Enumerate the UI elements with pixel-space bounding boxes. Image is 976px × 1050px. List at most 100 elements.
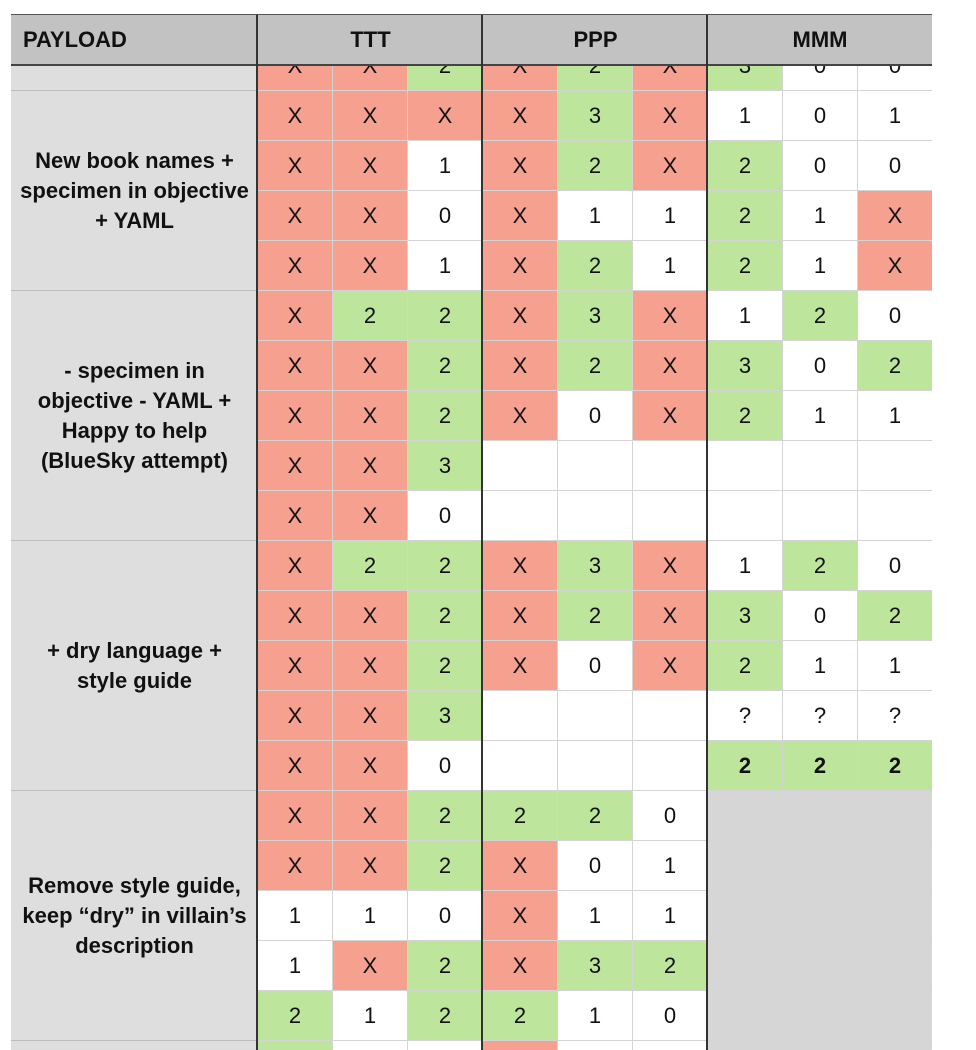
- table-cell[interactable]: X: [258, 241, 333, 291]
- table-cell[interactable]: 2: [708, 741, 783, 791]
- header-group-mmm[interactable]: MMM: [706, 15, 932, 67]
- table-cell[interactable]: 2: [558, 591, 633, 641]
- payload-group-label[interactable]: - specimen in objective - YAML + Happy t…: [11, 291, 258, 541]
- table-cell[interactable]: 2: [708, 641, 783, 691]
- table-cell[interactable]: 2: [408, 291, 483, 341]
- table-cell[interactable]: 0: [858, 66, 932, 91]
- table-cell[interactable]: [483, 691, 558, 741]
- payload-group-label[interactable]: + dry language + style guide: [11, 541, 258, 791]
- table-cell[interactable]: 0: [783, 66, 858, 91]
- table-cell[interactable]: [783, 1041, 858, 1050]
- table-cell[interactable]: 0: [858, 541, 932, 591]
- table-cell[interactable]: X: [483, 591, 558, 641]
- table-cell[interactable]: [558, 441, 633, 491]
- table-cell[interactable]: 2: [708, 241, 783, 291]
- table-cell[interactable]: X: [258, 141, 333, 191]
- table-cell[interactable]: X: [633, 391, 708, 441]
- table-cell[interactable]: [558, 491, 633, 541]
- table-cell[interactable]: 2: [408, 391, 483, 441]
- table-cell[interactable]: 0: [858, 141, 932, 191]
- table-cell[interactable]: 0: [558, 391, 633, 441]
- table-cell[interactable]: [708, 941, 783, 991]
- table-cell[interactable]: 3: [408, 691, 483, 741]
- table-cell[interactable]: X: [483, 191, 558, 241]
- table-cell[interactable]: 2: [558, 341, 633, 391]
- table-cell[interactable]: [858, 491, 932, 541]
- table-cell[interactable]: 1: [858, 391, 932, 441]
- table-cell[interactable]: 3: [408, 441, 483, 491]
- table-cell[interactable]: 2: [483, 791, 558, 841]
- table-cell[interactable]: X: [258, 91, 333, 141]
- table-cell[interactable]: 0: [633, 791, 708, 841]
- table-cell[interactable]: 1: [333, 891, 408, 941]
- table-cell[interactable]: [483, 441, 558, 491]
- table-cell[interactable]: X: [483, 291, 558, 341]
- table-cell[interactable]: 2: [408, 791, 483, 841]
- table-cell[interactable]: 2: [408, 66, 483, 91]
- table-cell[interactable]: X: [333, 591, 408, 641]
- table-cell[interactable]: X: [258, 291, 333, 341]
- table-cell[interactable]: 0: [408, 191, 483, 241]
- table-cell[interactable]: [783, 991, 858, 1041]
- table-cell[interactable]: 2: [558, 141, 633, 191]
- table-cell[interactable]: 2: [708, 391, 783, 441]
- payload-group-label[interactable]: [11, 66, 258, 91]
- table-cell[interactable]: 2: [258, 991, 333, 1041]
- table-cell[interactable]: [858, 791, 932, 841]
- table-cell[interactable]: 0: [408, 891, 483, 941]
- table-cell[interactable]: 3: [558, 941, 633, 991]
- table-cell[interactable]: X: [333, 191, 408, 241]
- table-cell[interactable]: 2: [783, 291, 858, 341]
- table-cell[interactable]: 1: [858, 641, 932, 691]
- table-cell[interactable]: 2: [783, 741, 858, 791]
- table-cell[interactable]: 1: [633, 191, 708, 241]
- payload-group-label[interactable]: New book names + specimen in objective +…: [11, 91, 258, 291]
- table-cell[interactable]: 0: [408, 741, 483, 791]
- table-cell[interactable]: X: [483, 891, 558, 941]
- table-cell[interactable]: X: [333, 66, 408, 91]
- table-cell[interactable]: 2: [858, 591, 932, 641]
- table-cell[interactable]: 2: [558, 791, 633, 841]
- table-cell[interactable]: 1: [408, 241, 483, 291]
- header-group-ppp[interactable]: PPP: [481, 15, 708, 67]
- table-cell[interactable]: X: [633, 91, 708, 141]
- table-cell[interactable]: X: [483, 66, 558, 91]
- table-cell[interactable]: X: [333, 491, 408, 541]
- table-cell[interactable]: 1: [783, 391, 858, 441]
- table-cell[interactable]: [783, 441, 858, 491]
- table-cell[interactable]: 2: [333, 541, 408, 591]
- table-cell[interactable]: [483, 741, 558, 791]
- table-cell[interactable]: [783, 791, 858, 841]
- table-cell[interactable]: 2: [783, 541, 858, 591]
- table-cell[interactable]: X: [258, 491, 333, 541]
- table-cell[interactable]: 3: [558, 541, 633, 591]
- table-cell[interactable]: 1: [558, 891, 633, 941]
- table-cell[interactable]: X: [333, 141, 408, 191]
- table-cell[interactable]: 2: [858, 341, 932, 391]
- table-cell[interactable]: [858, 441, 932, 491]
- table-cell[interactable]: X: [333, 791, 408, 841]
- table-cell[interactable]: X: [333, 641, 408, 691]
- table-cell[interactable]: 1: [258, 941, 333, 991]
- table-cell[interactable]: 0: [558, 641, 633, 691]
- table-cell[interactable]: [708, 491, 783, 541]
- table-cell[interactable]: 1: [783, 241, 858, 291]
- table-cell[interactable]: X: [483, 241, 558, 291]
- table-cell[interactable]: X: [633, 291, 708, 341]
- table-cell[interactable]: 0: [783, 141, 858, 191]
- table-cell[interactable]: [558, 1041, 633, 1050]
- table-cell[interactable]: 1: [633, 891, 708, 941]
- table-cell[interactable]: X: [858, 191, 932, 241]
- table-cell[interactable]: [708, 841, 783, 891]
- table-cell[interactable]: 1: [633, 841, 708, 891]
- table-cell[interactable]: X: [333, 241, 408, 291]
- table-cell[interactable]: [633, 441, 708, 491]
- table-cell[interactable]: [858, 891, 932, 941]
- table-cell[interactable]: ?: [858, 691, 932, 741]
- table-cell[interactable]: [783, 941, 858, 991]
- table-cell[interactable]: X: [633, 141, 708, 191]
- table-cell[interactable]: [708, 1041, 783, 1050]
- table-cell[interactable]: 1: [408, 141, 483, 191]
- table-cell[interactable]: [708, 441, 783, 491]
- table-cell[interactable]: [333, 1041, 408, 1050]
